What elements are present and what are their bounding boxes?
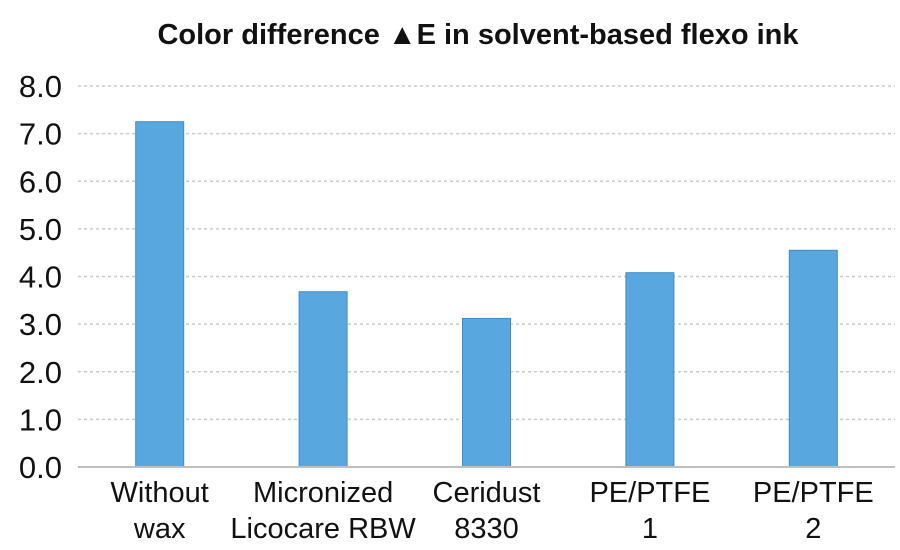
x-tick-label: PE/PTFE: [589, 477, 710, 509]
bar: [135, 121, 185, 468]
x-tick-label: Licocare RBW: [230, 513, 416, 545]
bars: [135, 121, 838, 468]
x-tick-label: 2: [805, 513, 821, 545]
x-tick-label: Micronized: [253, 477, 393, 509]
y-tick-label: 6.0: [19, 164, 62, 199]
bar: [298, 291, 348, 468]
bar: [788, 249, 838, 468]
x-tick-label: wax: [133, 513, 186, 545]
x-axis-category-labels: Without wax Micronized Licocare RBW Ceridust…: [111, 477, 874, 545]
y-axis-tick-labels: 0.0 1.0 2.0 3.0 4.0 5.0 6.0 7.0 8.0: [19, 69, 62, 485]
y-tick-label: 8.0: [19, 69, 62, 104]
x-tick-label: Without: [111, 477, 209, 509]
y-tick-label: 3.0: [19, 307, 62, 342]
y-tick-label: 1.0: [19, 402, 62, 437]
chart-title: Color difference ▲E in solvent-based fle…: [157, 19, 799, 51]
y-tick-label: 7.0: [19, 117, 62, 152]
bar: [625, 272, 675, 468]
x-tick-label: Ceridust: [433, 477, 541, 509]
y-tick-label: 4.0: [19, 260, 62, 295]
x-tick-label: PE/PTFE: [753, 477, 874, 509]
y-tick-label: 2.0: [19, 355, 62, 390]
x-tick-label: 8330: [454, 513, 519, 545]
y-tick-label: 5.0: [19, 212, 62, 247]
bar: [462, 317, 511, 468]
y-tick-label: 0.0: [19, 450, 62, 485]
x-tick-label: 1: [642, 513, 658, 545]
